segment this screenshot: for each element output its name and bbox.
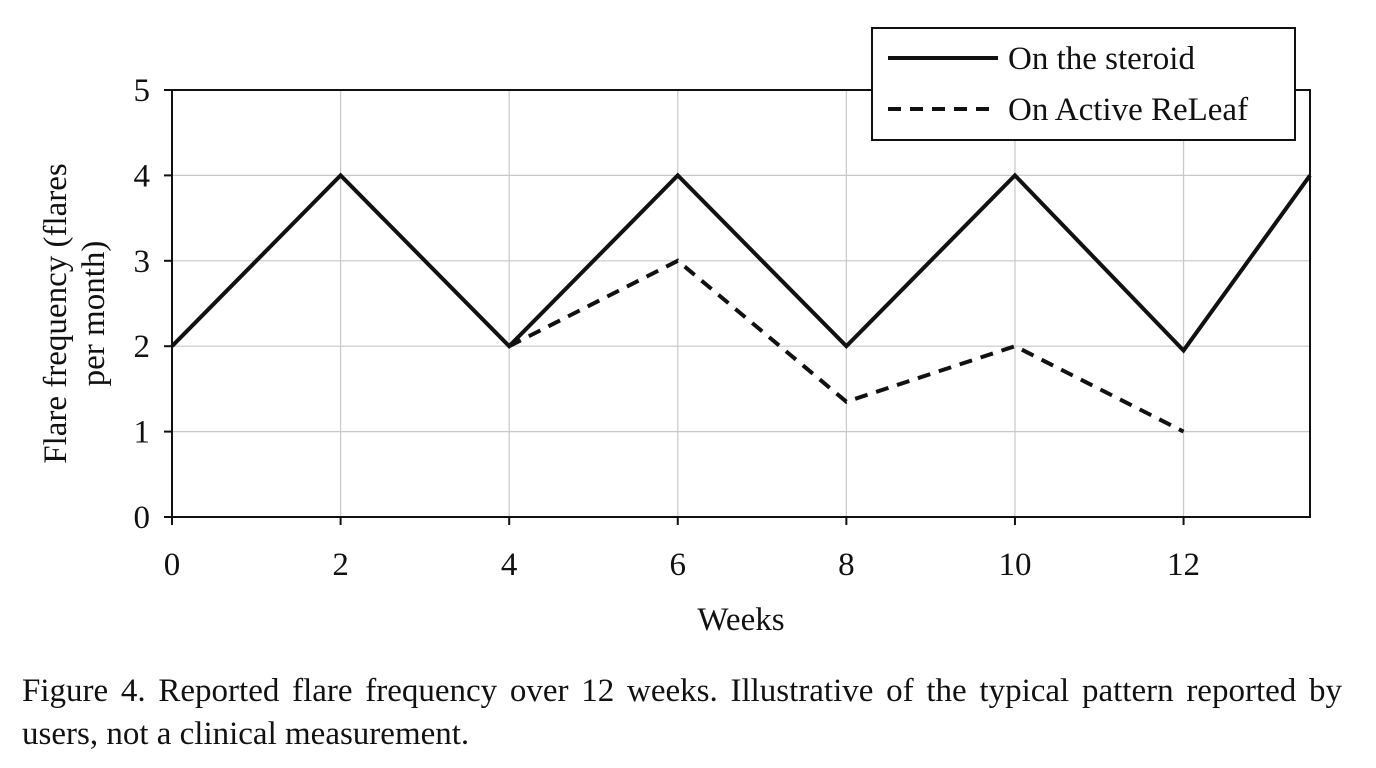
y-axis-title-line: per month) — [76, 241, 112, 387]
series-lines — [170, 172, 1312, 434]
y-axis-title-line: Flare frequency (flares — [38, 163, 74, 464]
y-axis-title: Flare frequency (flaresper month) — [38, 163, 112, 464]
plot-frame — [171, 89, 1311, 518]
series-line-steroid — [170, 172, 1312, 354]
y-tick-label: 5 — [134, 73, 151, 109]
legend-label: On Active ReLeaf — [1008, 92, 1248, 128]
x-axis-title: Weeks — [697, 602, 784, 638]
line-chart-figure: 0 1 2 3 4 5 0 2 4 6 8 10 12 Weeks Flare frequency (f… — [38, 27, 1312, 638]
legend-label: On the steroid — [1008, 41, 1195, 77]
x-tick-label: 2 — [332, 547, 349, 583]
y-tick-label: 2 — [134, 329, 151, 365]
legend: On the steroid On Active ReLeaf — [871, 27, 1296, 141]
x-tick-label: 12 — [1167, 547, 1200, 583]
axes — [164, 89, 1311, 525]
y-tick-label: 1 — [134, 415, 151, 451]
x-tick-label: 10 — [998, 547, 1031, 583]
series-line-active-releaf — [508, 258, 1185, 434]
y-tick-label: 0 — [134, 500, 151, 536]
x-tick-label: 8 — [838, 547, 855, 583]
x-tick-label: 6 — [670, 547, 687, 583]
y-tick-label: 4 — [134, 158, 151, 194]
x-tick-label: 4 — [501, 547, 518, 583]
legend-box — [871, 27, 1296, 141]
figure-caption: Figure 4. Reported flare frequency over … — [22, 673, 1342, 752]
y-tick-label: 3 — [134, 244, 151, 280]
x-tick-label: 0 — [164, 547, 181, 583]
